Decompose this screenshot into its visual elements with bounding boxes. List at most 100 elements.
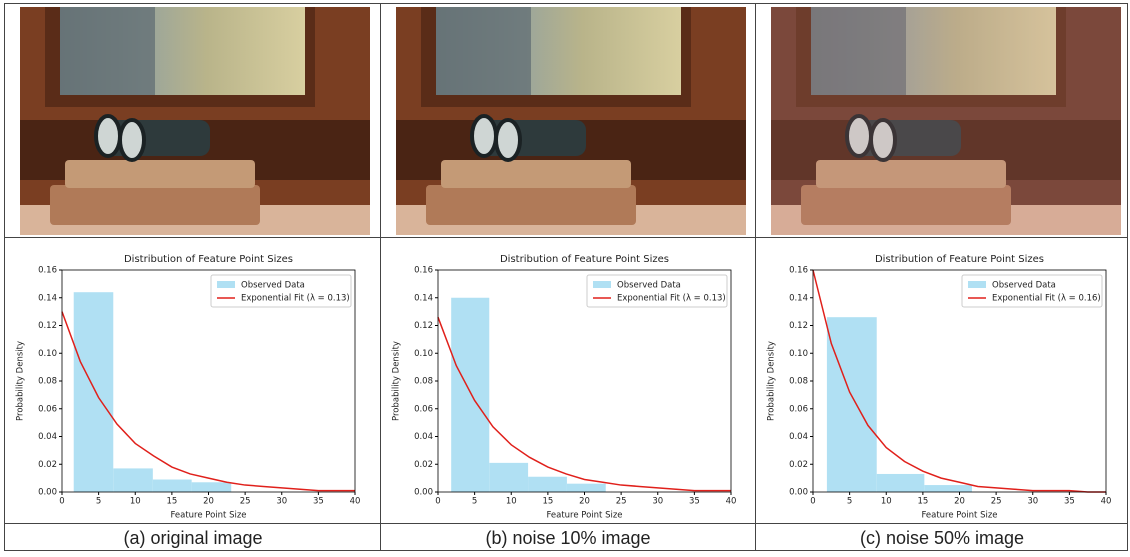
y-tick-label: 0.10 bbox=[789, 349, 808, 359]
histogram-bar bbox=[451, 298, 489, 492]
image-row bbox=[20, 7, 1121, 235]
x-tick-label: 40 bbox=[726, 497, 737, 507]
x-tick-label: 30 bbox=[652, 497, 663, 507]
chart-title: Distribution of Feature Point Sizes bbox=[875, 254, 1044, 265]
legend-swatch bbox=[217, 281, 235, 288]
legend-label: Exponential Fit (λ = 0.16) bbox=[992, 294, 1101, 304]
x-tick-label: 25 bbox=[616, 497, 627, 507]
histogram-bar bbox=[489, 463, 528, 492]
histogram-bar bbox=[567, 484, 606, 492]
legend: Observed Data Exponential Fit (λ = 0.13) bbox=[211, 275, 351, 307]
x-tick-label: 35 bbox=[313, 497, 324, 507]
x-tick-label: 15 bbox=[542, 497, 553, 507]
lens bbox=[472, 116, 496, 156]
x-tick-label: 20 bbox=[203, 497, 214, 507]
legend-label: Exponential Fit (λ = 0.13) bbox=[241, 294, 350, 304]
y-tick-label: 0.04 bbox=[414, 432, 433, 442]
y-tick-label: 0.00 bbox=[789, 488, 808, 498]
y-tick-label: 0.10 bbox=[38, 349, 57, 359]
shutter bbox=[60, 7, 155, 95]
x-tick-label: 10 bbox=[506, 497, 517, 507]
legend-swatch bbox=[593, 281, 611, 288]
histogram-bar bbox=[192, 482, 232, 492]
photo bbox=[396, 7, 746, 235]
book bbox=[65, 160, 255, 188]
caption: (a) original image bbox=[123, 528, 262, 548]
book bbox=[426, 185, 636, 225]
y-tick-label: 0.12 bbox=[789, 321, 808, 331]
legend-label: Observed Data bbox=[241, 281, 305, 291]
y-tick-label: 0.06 bbox=[38, 404, 57, 414]
x-axis-label: Feature Point Size bbox=[170, 511, 246, 521]
chart: Distribution of Feature Point Sizes Featu… bbox=[392, 254, 737, 521]
photo bbox=[771, 7, 1121, 235]
legend: Observed Data Exponential Fit (λ = 0.13) bbox=[587, 275, 727, 307]
y-tick-label: 0.16 bbox=[414, 266, 433, 276]
y-tick-label: 0.02 bbox=[414, 460, 433, 470]
y-tick-label: 0.12 bbox=[38, 321, 57, 331]
lens bbox=[120, 120, 144, 160]
histogram-bar bbox=[528, 477, 567, 492]
histogram-bar bbox=[827, 317, 877, 492]
x-tick-label: 20 bbox=[579, 497, 590, 507]
histogram-bar bbox=[113, 468, 153, 492]
book bbox=[50, 185, 260, 225]
y-tick-label: 0.16 bbox=[38, 266, 57, 276]
chart-title: Distribution of Feature Point Sizes bbox=[500, 254, 669, 265]
x-tick-label: 0 bbox=[59, 497, 64, 507]
x-tick-label: 5 bbox=[847, 497, 852, 507]
y-tick-label: 0.02 bbox=[38, 460, 57, 470]
y-tick-label: 0.00 bbox=[38, 488, 57, 498]
y-tick-label: 0.10 bbox=[414, 349, 433, 359]
x-tick-label: 35 bbox=[1064, 497, 1075, 507]
histogram-bar bbox=[74, 292, 114, 492]
y-tick-label: 0.00 bbox=[414, 488, 433, 498]
y-tick-label: 0.16 bbox=[789, 266, 808, 276]
histogram-bar bbox=[877, 474, 925, 492]
y-tick-label: 0.08 bbox=[789, 377, 808, 387]
x-axis-label: Feature Point Size bbox=[921, 511, 997, 521]
legend-label: Observed Data bbox=[617, 281, 681, 291]
x-tick-label: 20 bbox=[954, 497, 965, 507]
figure: (a) original image (b) noise 10% image (… bbox=[0, 0, 1130, 553]
x-tick-label: 0 bbox=[810, 497, 815, 507]
x-tick-label: 15 bbox=[917, 497, 928, 507]
x-tick-label: 10 bbox=[881, 497, 892, 507]
x-tick-label: 25 bbox=[991, 497, 1002, 507]
y-axis-label: Probability Density bbox=[392, 341, 402, 421]
y-tick-label: 0.14 bbox=[38, 293, 57, 303]
x-tick-label: 10 bbox=[130, 497, 141, 507]
legend: Observed Data Exponential Fit (λ = 0.16) bbox=[962, 275, 1102, 307]
y-axis-label: Probability Density bbox=[767, 341, 777, 421]
x-tick-label: 40 bbox=[1101, 497, 1112, 507]
y-tick-label: 0.06 bbox=[789, 404, 808, 414]
book bbox=[441, 160, 631, 188]
lens bbox=[96, 116, 120, 156]
y-tick-label: 0.06 bbox=[414, 404, 433, 414]
x-axis-label: Feature Point Size bbox=[546, 511, 622, 521]
chart: Distribution of Feature Point Sizes Featu… bbox=[767, 254, 1112, 521]
caption: (b) noise 10% image bbox=[485, 528, 650, 548]
y-tick-label: 0.08 bbox=[414, 377, 433, 387]
x-tick-label: 30 bbox=[1027, 497, 1038, 507]
x-tick-label: 40 bbox=[350, 497, 361, 507]
histogram-bar bbox=[924, 485, 972, 492]
histogram-bar bbox=[153, 480, 192, 492]
x-tick-label: 30 bbox=[276, 497, 287, 507]
y-tick-label: 0.04 bbox=[38, 432, 57, 442]
legend-swatch bbox=[968, 281, 986, 288]
y-tick-label: 0.12 bbox=[414, 321, 433, 331]
shutter bbox=[436, 7, 531, 95]
x-tick-label: 15 bbox=[166, 497, 177, 507]
y-tick-label: 0.04 bbox=[789, 432, 808, 442]
legend-label: Observed Data bbox=[992, 281, 1056, 291]
x-tick-label: 0 bbox=[435, 497, 440, 507]
noise-overlay bbox=[771, 7, 1121, 235]
x-tick-label: 35 bbox=[689, 497, 700, 507]
y-tick-label: 0.02 bbox=[789, 460, 808, 470]
lens bbox=[496, 120, 520, 160]
chart-title: Distribution of Feature Point Sizes bbox=[124, 254, 293, 265]
legend-label: Exponential Fit (λ = 0.13) bbox=[617, 294, 726, 304]
photo bbox=[20, 7, 370, 235]
y-axis-label: Probability Density bbox=[16, 341, 26, 421]
